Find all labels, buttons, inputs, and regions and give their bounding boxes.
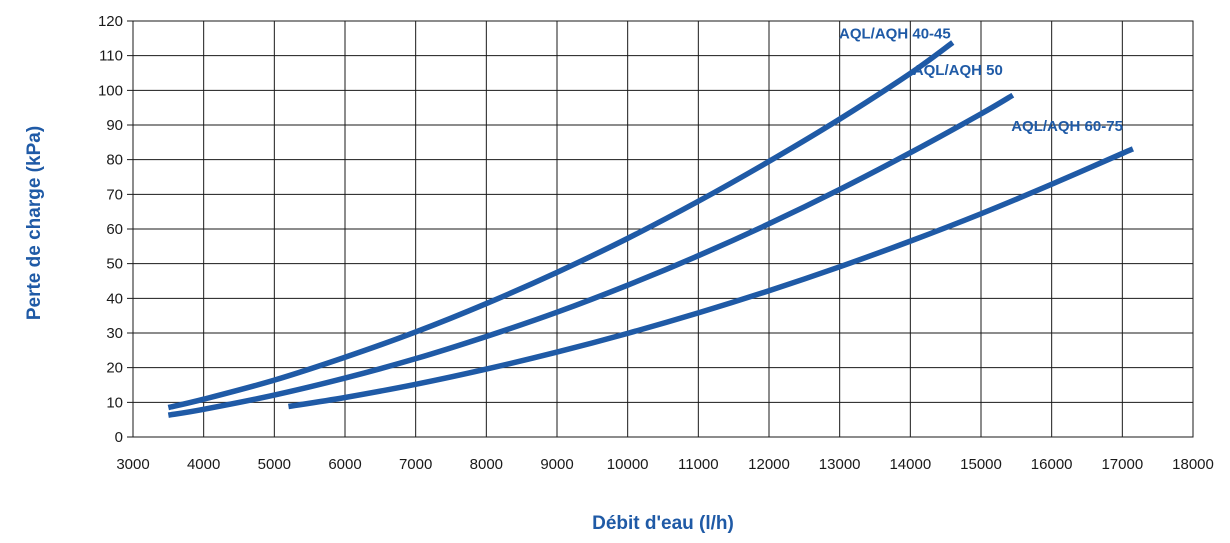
- x-tick-label: 4000: [187, 456, 220, 473]
- series-line: [167, 40, 955, 411]
- x-tick-label: 17000: [1101, 456, 1143, 473]
- x-tick-label: 3000: [116, 456, 149, 473]
- y-tick-label: 90: [106, 117, 123, 134]
- x-tick-label: 7000: [399, 456, 432, 473]
- x-tick-label: 10000: [607, 456, 649, 473]
- y-axis-title: Perte de charge (kPa): [24, 126, 45, 320]
- series-labels: AQL/AQH 40-45 AQL/AQH 50 AQL/AQH 60-75: [839, 25, 1123, 134]
- x-tick-label: 13000: [819, 456, 861, 473]
- series-label: AQL/AQH 50: [913, 62, 1003, 79]
- x-tick-label: 6000: [328, 456, 361, 473]
- y-tick-label: 40: [106, 290, 123, 307]
- y-tick-label: 110: [99, 48, 123, 65]
- x-axis-title: Débit d'eau (l/h): [592, 513, 734, 534]
- x-tick-label: 5000: [258, 456, 291, 473]
- y-tick-label: 120: [98, 13, 123, 30]
- x-tick-label: 14000: [889, 456, 931, 473]
- y-tick-label: 80: [106, 152, 123, 169]
- y-tick-label: 0: [115, 429, 123, 446]
- y-tick-label: 100: [98, 82, 123, 99]
- x-tick-label: 8000: [470, 456, 503, 473]
- y-tick-label: 30: [106, 325, 123, 342]
- x-tick-label: 16000: [1031, 456, 1073, 473]
- x-axis-ticks: 3000 4000 5000 6000 7000 8000 9000 10000 11000 12…: [116, 456, 1214, 473]
- x-tick-label: 18000: [1172, 456, 1214, 473]
- x-tick-label: 15000: [960, 456, 1002, 473]
- series-label: AQL/AQH 60-75: [1011, 118, 1123, 135]
- series-line: [288, 146, 1135, 410]
- y-tick-label: 60: [106, 221, 123, 238]
- y-axis-ticks: 0 10 20 30 40 50 60 70 80 90 100 110 120: [98, 13, 123, 446]
- series-curves: [167, 40, 1135, 418]
- series-label: AQL/AQH 40-45: [839, 25, 951, 42]
- y-tick-label: 50: [106, 256, 123, 273]
- x-tick-label: 11000: [678, 456, 719, 473]
- series-line: [167, 92, 1015, 418]
- plot-frame: [132, 20, 1194, 438]
- y-tick-label: 70: [106, 186, 123, 203]
- y-tick-label: 20: [106, 360, 123, 377]
- y-tick-label: 10: [106, 394, 123, 411]
- x-tick-label: 9000: [540, 456, 573, 473]
- x-tick-label: 12000: [748, 456, 790, 473]
